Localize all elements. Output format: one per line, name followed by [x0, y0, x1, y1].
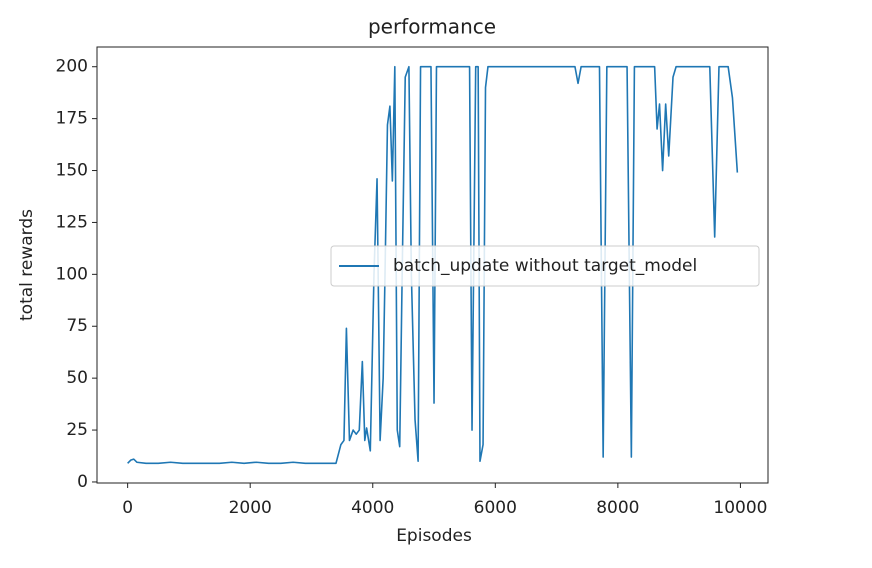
x-tick-label: 8000: [596, 498, 639, 518]
x-tick-label: 6000: [474, 498, 517, 518]
y-tick-label: 50: [66, 368, 88, 388]
x-tick-label: 0: [122, 498, 133, 518]
x-tick-label: 2000: [229, 498, 272, 518]
x-tick-label: 10000: [713, 498, 767, 518]
legend-label: batch_update without target_model: [393, 256, 697, 276]
legend-box: [330, 245, 760, 287]
y-tick-label: 100: [56, 264, 88, 284]
y-axis-label: total rewards: [17, 209, 37, 321]
y-tick-label: 25: [66, 420, 88, 440]
y-tick-label: 175: [56, 109, 88, 129]
chart-title: performance: [368, 15, 496, 39]
x-axis-label: Episodes: [396, 526, 472, 546]
y-tick-label: 0: [77, 472, 88, 492]
y-tick-label: 125: [56, 212, 88, 232]
y-tick-label: 150: [56, 161, 88, 181]
plot-frame: [96, 46, 769, 484]
x-tick-label: 4000: [351, 498, 394, 518]
line: [127, 65, 739, 465]
y-tick-label: 200: [56, 57, 88, 77]
y-tick-label: 75: [66, 316, 88, 336]
